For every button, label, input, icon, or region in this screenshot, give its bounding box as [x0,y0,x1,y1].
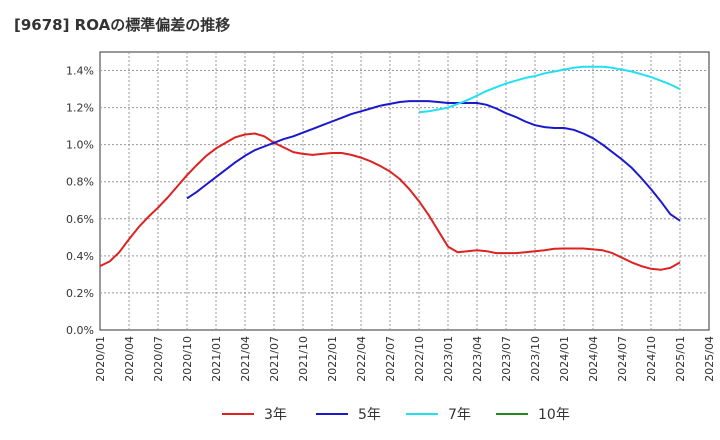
x-tick-label: 2022/10 [413,336,426,382]
grid-lines [100,52,709,330]
x-tick-label: 2024/10 [645,336,658,382]
x-tick-label: 2022/07 [384,336,397,382]
y-tick-label: 0.8% [66,176,94,189]
y-tick-label: 1.4% [66,65,94,78]
legend-label: 7年 [448,407,471,423]
x-tick-label: 2020/07 [152,336,165,382]
x-tick-label: 2020/10 [181,336,194,382]
x-axis: 2020/01 2020/04 2020/07 2020/10 2021/01 2021/… [94,336,716,382]
plot-area [99,51,710,331]
x-tick-label: 2025/04 [703,336,716,382]
legend-item: 3年 [222,407,287,423]
x-tick-label: 2024/07 [616,336,629,382]
y-tick-label: 0.6% [66,213,94,226]
x-tick-label: 2021/04 [239,336,252,382]
y-axis: 0.0% 0.2% 0.4% 0.6% 0.8% 1.0% 1.2% 1.4% [66,65,94,337]
series-lines [99,65,681,271]
legend-item: 10年 [496,407,570,423]
x-tick-label: 2021/07 [268,336,281,382]
y-tick-label: 0.2% [66,287,94,300]
legend-label: 10年 [538,407,570,423]
y-tick-label: 0.4% [66,250,94,263]
chart-title: [9678] ROAの標準偏差の推移 [14,16,231,34]
x-tick-label: 2022/04 [355,336,368,382]
x-tick-label: 2022/01 [326,336,339,382]
legend: 3年 5年 7年 10年 [222,407,570,423]
y-tick-label: 0.0% [66,324,94,337]
x-tick-label: 2023/04 [471,336,484,382]
series-line [418,65,681,114]
x-tick-label: 2023/01 [442,336,455,382]
x-tick-label: 2024/01 [558,336,571,382]
x-tick-label: 2020/01 [94,336,107,382]
series-line [186,100,681,222]
y-tick-label: 1.2% [66,102,94,115]
legend-item: 7年 [406,407,471,423]
legend-item: 5年 [316,407,381,423]
x-tick-label: 2024/04 [587,336,600,382]
series-line [99,132,681,271]
legend-label: 5年 [358,407,381,423]
x-tick-label: 2021/01 [210,336,223,382]
legend-label: 3年 [264,407,287,423]
x-tick-label: 2020/04 [123,336,136,382]
y-tick-label: 1.0% [66,139,94,152]
x-tick-label: 2021/10 [297,336,310,382]
x-tick-label: 2023/10 [529,336,542,382]
x-tick-label: 2025/01 [674,336,687,382]
x-tick-label: 2023/07 [500,336,513,382]
